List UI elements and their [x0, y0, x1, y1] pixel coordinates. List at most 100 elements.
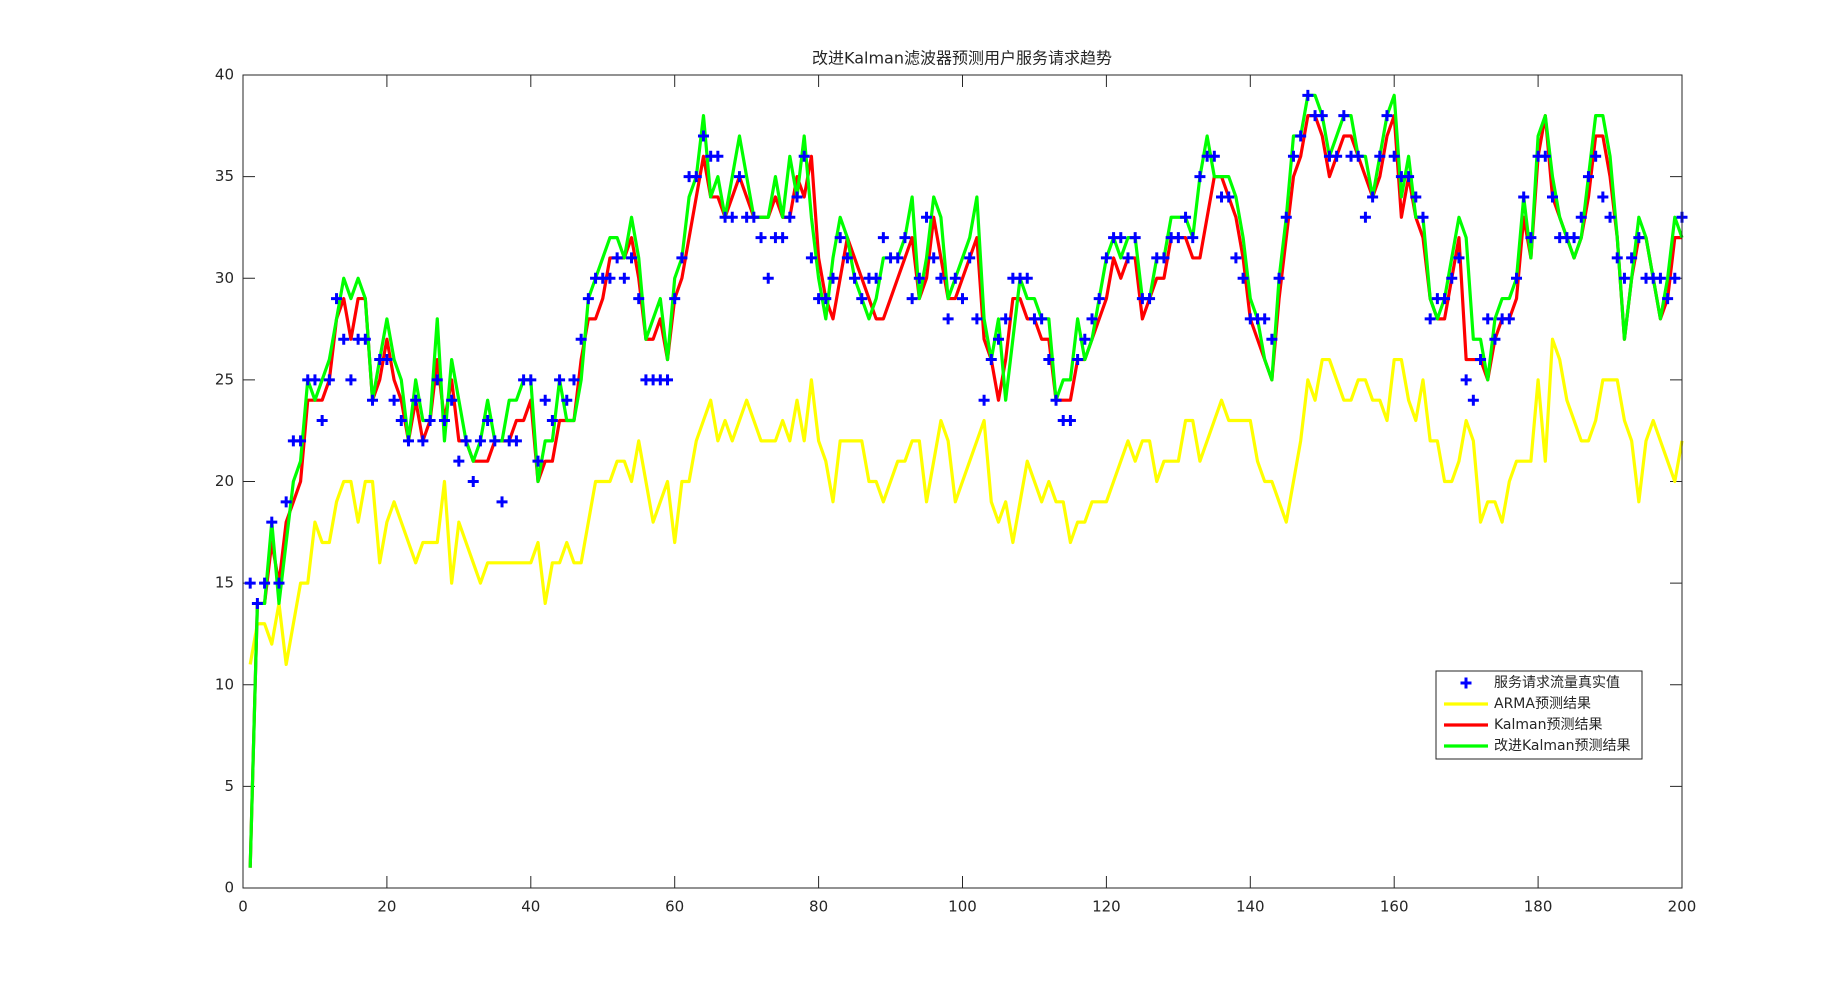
data-point — [1331, 150, 1343, 162]
data-point — [633, 293, 645, 305]
data-point — [525, 374, 537, 386]
data-point — [1287, 150, 1299, 162]
data-point — [1180, 211, 1192, 223]
data-point — [1460, 374, 1472, 386]
data-point — [805, 252, 817, 264]
data-point — [935, 272, 947, 284]
data-point — [244, 577, 256, 589]
data-point — [949, 272, 961, 284]
data-point — [1237, 272, 1249, 284]
data-point — [777, 232, 789, 244]
data-point — [1352, 150, 1364, 162]
data-point — [266, 516, 278, 528]
x-tick-label: 200 — [1668, 898, 1697, 916]
data-point — [992, 333, 1004, 345]
data-point — [1086, 313, 1098, 325]
data-point — [1539, 150, 1551, 162]
data-point — [1475, 354, 1487, 366]
data-point — [539, 394, 551, 406]
data-point — [424, 415, 436, 427]
data-point — [1446, 272, 1458, 284]
series-line — [248, 337, 1684, 667]
data-point — [1575, 211, 1587, 223]
data-point — [1618, 272, 1630, 284]
data-point — [784, 211, 796, 223]
y-tick-label: 20 — [215, 472, 234, 490]
data-point — [1115, 232, 1127, 244]
data-point — [417, 435, 429, 447]
legend-box — [1435, 670, 1643, 760]
legend-label: ARMA预测结果 — [1494, 696, 1591, 712]
data-point — [676, 252, 688, 264]
y-tick-label: 35 — [215, 167, 234, 185]
data-point — [1122, 252, 1134, 264]
legend-marker — [1460, 677, 1472, 689]
data-point — [359, 333, 371, 345]
data-point — [726, 211, 738, 223]
data-point — [1273, 272, 1285, 284]
data-point — [1518, 191, 1530, 203]
data-point — [971, 313, 983, 325]
data-point — [323, 374, 335, 386]
data-point — [892, 252, 904, 264]
y-tick-label: 40 — [215, 66, 234, 84]
data-point — [957, 293, 968, 305]
data-point — [482, 415, 494, 427]
data-point — [446, 394, 458, 406]
data-point — [554, 374, 566, 386]
data-point — [474, 435, 486, 447]
data-point — [568, 374, 580, 386]
x-tick-label: 140 — [1236, 898, 1265, 916]
data-point — [1453, 252, 1465, 264]
data-point — [438, 415, 450, 427]
data-point — [1511, 272, 1523, 284]
data-point — [331, 293, 343, 305]
data-point — [748, 211, 760, 223]
data-point — [546, 415, 558, 427]
data-point — [309, 374, 321, 386]
data-point — [1064, 415, 1076, 427]
data-point — [856, 293, 868, 305]
data-point — [1482, 313, 1494, 325]
data-point — [1359, 211, 1371, 223]
data-point — [1597, 191, 1609, 203]
data-point — [1021, 272, 1033, 284]
data-point — [1611, 252, 1623, 264]
data-point — [467, 476, 479, 487]
data-point — [1230, 252, 1242, 264]
data-point — [582, 293, 594, 305]
data-point — [798, 150, 810, 162]
series-line — [248, 114, 1682, 868]
data-point — [367, 394, 379, 406]
data-point — [690, 171, 702, 183]
data-point — [870, 272, 882, 284]
data-point — [338, 333, 350, 345]
y-tick-label: 25 — [215, 370, 234, 388]
legend-label: Kalman预测结果 — [1494, 717, 1603, 733]
data-point — [1280, 211, 1292, 223]
data-point — [489, 435, 501, 447]
legend-label: 改进Kalman预测结果 — [1494, 738, 1631, 754]
data-point — [410, 394, 422, 406]
data-point — [1316, 110, 1328, 122]
data-point — [1208, 150, 1220, 162]
data-point — [280, 496, 292, 508]
data-point — [1302, 89, 1314, 101]
chart-title: 改进Kalman滤波器预测用户服务请求趋势 — [812, 49, 1112, 68]
data-point — [1546, 191, 1558, 203]
x-tick-label: 100 — [948, 898, 977, 916]
data-point — [942, 313, 954, 325]
data-point — [1582, 171, 1594, 183]
y-tick-label: 0 — [224, 879, 234, 897]
data-point — [1467, 394, 1479, 406]
data-point — [1410, 191, 1422, 203]
data-point — [604, 272, 616, 284]
data-point — [1525, 232, 1537, 244]
data-point — [1367, 191, 1379, 203]
data-point — [295, 435, 307, 447]
data-point — [1093, 293, 1105, 305]
data-point — [388, 394, 400, 406]
data-point — [1439, 293, 1451, 305]
y-tick-label: 10 — [215, 675, 234, 693]
data-point — [1144, 293, 1156, 305]
